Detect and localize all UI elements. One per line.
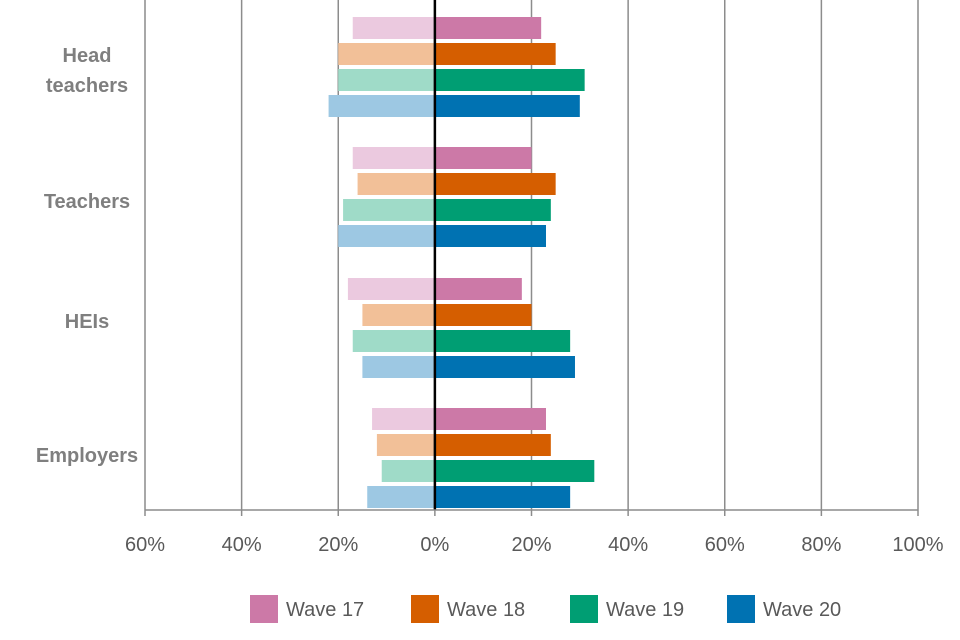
bar-negative	[338, 43, 435, 65]
tick-label: 40%	[222, 534, 262, 556]
category-label-teachers: Teachers	[44, 191, 130, 213]
bar-negative	[352, 17, 435, 39]
bar-positive	[434, 225, 546, 247]
bar-negative	[372, 408, 435, 430]
tick-label: 100%	[892, 534, 943, 556]
category-label-heis: HEIs	[65, 311, 109, 333]
bar-positive	[434, 43, 556, 65]
bar-negative	[352, 330, 435, 352]
bar-positive	[434, 304, 532, 326]
bar-negative	[362, 304, 435, 326]
bar-positive	[434, 278, 522, 300]
bar-negative	[328, 95, 435, 117]
legend-swatch	[727, 595, 755, 623]
tick-label: 60%	[125, 534, 165, 556]
category-label-head-teachers: Head teachers	[46, 45, 128, 97]
bar-positive	[434, 69, 585, 91]
tick-label: 20%	[511, 534, 551, 556]
bar-positive	[434, 199, 551, 221]
category-label-head-teachers-line2: teachers	[46, 75, 128, 97]
bar-positive	[434, 356, 575, 378]
tick-label: 80%	[801, 534, 841, 556]
bar-negative	[347, 278, 435, 300]
legend-swatch	[411, 595, 439, 623]
bar-negative	[338, 225, 435, 247]
bar-positive	[434, 147, 532, 169]
bar-positive	[434, 173, 556, 195]
legend-label: Wave 19	[606, 599, 684, 621]
tick-label: 20%	[318, 534, 358, 556]
bar-positive	[434, 95, 580, 117]
legend: Wave 17 Wave 18 Wave 19 Wave 20	[250, 595, 841, 623]
legend-label: Wave 17	[286, 599, 364, 621]
tick-label: 60%	[705, 534, 745, 556]
bar-positive	[434, 408, 546, 430]
tick-label: 0%	[420, 534, 449, 556]
bar-negative	[381, 460, 435, 482]
bar-negative	[376, 434, 435, 456]
category-label-employers: Employers	[36, 445, 138, 467]
x-tick-labels: 60% 40% 20% 0% 20% 40% 60% 80% 100%	[125, 510, 944, 556]
legend-swatch	[570, 595, 598, 623]
bar-positive	[434, 434, 551, 456]
legend-label: Wave 20	[763, 599, 841, 621]
bar-positive	[434, 330, 571, 352]
bar-negative	[362, 356, 435, 378]
bar-positive	[434, 17, 542, 39]
category-label-head-teachers-line1: Head	[63, 45, 112, 67]
bars	[328, 17, 595, 508]
legend-label: Wave 18	[447, 599, 525, 621]
bar-positive	[434, 460, 595, 482]
bar-negative	[367, 486, 435, 508]
bar-negative	[343, 199, 435, 221]
tick-label: 40%	[608, 534, 648, 556]
bar-negative	[338, 69, 435, 91]
legend-swatch	[250, 595, 278, 623]
bar-negative	[357, 173, 435, 195]
bar-positive	[434, 486, 571, 508]
bar-negative	[352, 147, 435, 169]
